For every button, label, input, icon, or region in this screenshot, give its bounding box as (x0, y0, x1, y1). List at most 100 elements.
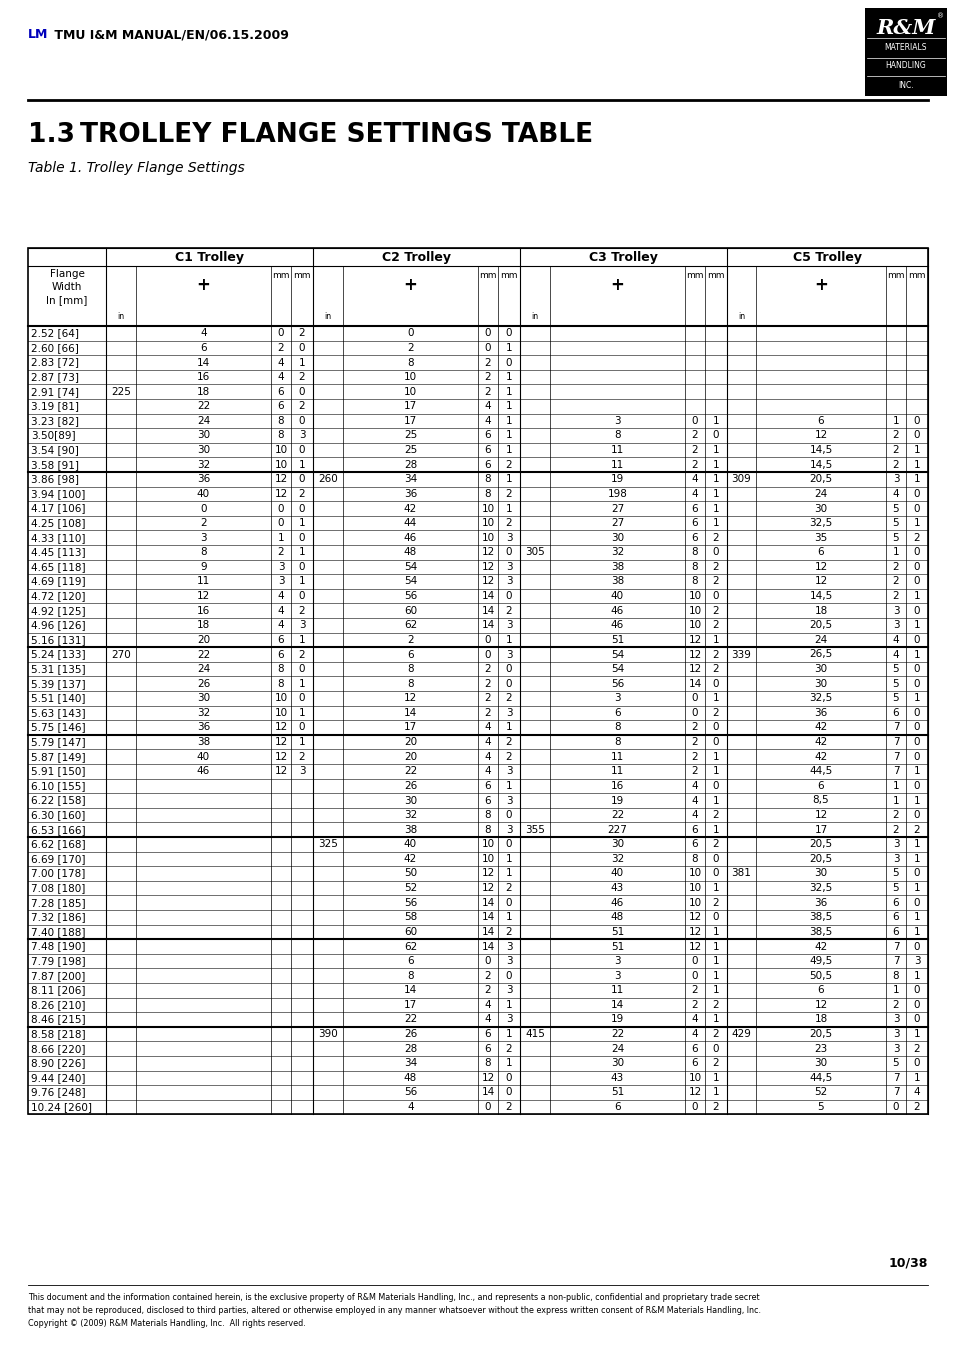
Text: 22: 22 (610, 1029, 623, 1039)
Text: 12: 12 (688, 927, 700, 936)
Text: 0: 0 (712, 592, 719, 601)
Text: 1: 1 (505, 869, 512, 878)
Text: 2: 2 (691, 738, 698, 747)
Text: 5.16 [131]: 5.16 [131] (30, 635, 86, 644)
Text: 4: 4 (484, 751, 491, 762)
Text: 11: 11 (610, 985, 623, 996)
Text: 1: 1 (505, 386, 512, 397)
Text: 3.23 [82]: 3.23 [82] (30, 416, 79, 426)
Text: 30: 30 (196, 444, 210, 455)
Text: 22: 22 (196, 401, 210, 411)
Text: 6: 6 (407, 957, 414, 966)
Text: 19: 19 (610, 474, 623, 484)
Text: 22: 22 (403, 766, 416, 777)
Text: 2: 2 (505, 1044, 512, 1054)
Text: 44,5: 44,5 (808, 1073, 832, 1084)
Text: 8.46 [215]: 8.46 [215] (30, 1015, 86, 1024)
Text: 6: 6 (277, 650, 284, 659)
Text: C2 Trolley: C2 Trolley (381, 250, 451, 263)
Text: 198: 198 (607, 489, 627, 499)
Text: 2: 2 (505, 605, 512, 616)
Text: 42: 42 (814, 738, 827, 747)
Text: 17: 17 (403, 416, 416, 426)
Text: 46: 46 (610, 605, 623, 616)
Text: 0: 0 (913, 1058, 920, 1069)
Text: 6: 6 (691, 532, 698, 543)
Text: 0: 0 (505, 592, 512, 601)
Text: 2: 2 (505, 459, 512, 470)
Text: 6: 6 (484, 781, 491, 790)
Text: 5.79 [147]: 5.79 [147] (30, 738, 86, 747)
Text: 32,5: 32,5 (808, 884, 832, 893)
Text: 0: 0 (298, 693, 305, 704)
Text: 2: 2 (505, 517, 512, 528)
Text: 52: 52 (403, 884, 416, 893)
Text: 32,5: 32,5 (808, 693, 832, 704)
Text: 1: 1 (505, 1029, 512, 1039)
Text: 2: 2 (691, 766, 698, 777)
Text: 38,5: 38,5 (808, 927, 832, 936)
Text: 6: 6 (817, 985, 823, 996)
Text: 2.91 [74]: 2.91 [74] (30, 386, 79, 397)
Text: 2: 2 (712, 1029, 719, 1039)
Text: in: in (117, 312, 125, 322)
Text: 0: 0 (298, 562, 305, 571)
Text: 11: 11 (610, 444, 623, 455)
Text: 4: 4 (913, 1088, 920, 1097)
Text: 1: 1 (712, 1073, 719, 1084)
Text: 8: 8 (892, 971, 899, 981)
Text: 3: 3 (298, 766, 305, 777)
Text: 10: 10 (481, 854, 494, 863)
Text: 4.72 [120]: 4.72 [120] (30, 592, 86, 601)
Text: mm: mm (478, 272, 497, 280)
Text: 3: 3 (505, 796, 512, 805)
Text: 0: 0 (505, 1073, 512, 1084)
Text: 3: 3 (277, 562, 284, 571)
Text: 4: 4 (484, 738, 491, 747)
Text: 20: 20 (196, 635, 210, 644)
Text: 44: 44 (403, 517, 416, 528)
Text: 1: 1 (913, 620, 920, 631)
Text: Flange
Width
In [mm]: Flange Width In [mm] (47, 269, 88, 305)
Text: 0: 0 (913, 605, 920, 616)
Text: 3: 3 (614, 416, 620, 426)
Text: TROLLEY FLANGE SETTINGS TABLE: TROLLEY FLANGE SETTINGS TABLE (80, 122, 593, 149)
Text: 8: 8 (614, 431, 620, 440)
Text: mm: mm (886, 272, 903, 280)
Text: 0: 0 (913, 665, 920, 674)
Text: 1: 1 (913, 650, 920, 659)
Text: 5.24 [133]: 5.24 [133] (30, 650, 86, 659)
Text: 2: 2 (691, 751, 698, 762)
Text: 3: 3 (200, 532, 207, 543)
Text: 30: 30 (814, 504, 826, 513)
Text: 7.79 [198]: 7.79 [198] (30, 957, 86, 966)
Text: 8: 8 (614, 723, 620, 732)
Text: 10: 10 (274, 693, 287, 704)
Text: 0: 0 (484, 635, 491, 644)
Text: 0: 0 (505, 897, 512, 908)
Text: 1: 1 (712, 971, 719, 981)
Text: 1: 1 (505, 781, 512, 790)
Text: 1: 1 (913, 459, 920, 470)
Text: 4: 4 (691, 1015, 698, 1024)
Text: 1: 1 (712, 504, 719, 513)
Text: 0: 0 (298, 665, 305, 674)
Text: 270: 270 (111, 650, 131, 659)
Text: 7.08 [180]: 7.08 [180] (30, 884, 85, 893)
Text: 0: 0 (484, 343, 491, 353)
Text: 2: 2 (712, 665, 719, 674)
Text: 8: 8 (407, 971, 414, 981)
Text: 1: 1 (505, 504, 512, 513)
Text: 5: 5 (892, 504, 899, 513)
Text: 24: 24 (814, 489, 827, 499)
Text: 6: 6 (892, 708, 899, 717)
Text: 30: 30 (196, 693, 210, 704)
Text: 10: 10 (688, 605, 700, 616)
Text: 1: 1 (712, 824, 719, 835)
Text: 309: 309 (731, 474, 751, 484)
Text: 6: 6 (277, 401, 284, 411)
Text: 10/38: 10/38 (887, 1256, 927, 1270)
Text: R&M: R&M (876, 18, 935, 38)
Text: 8: 8 (277, 678, 284, 689)
Text: 30: 30 (403, 796, 416, 805)
